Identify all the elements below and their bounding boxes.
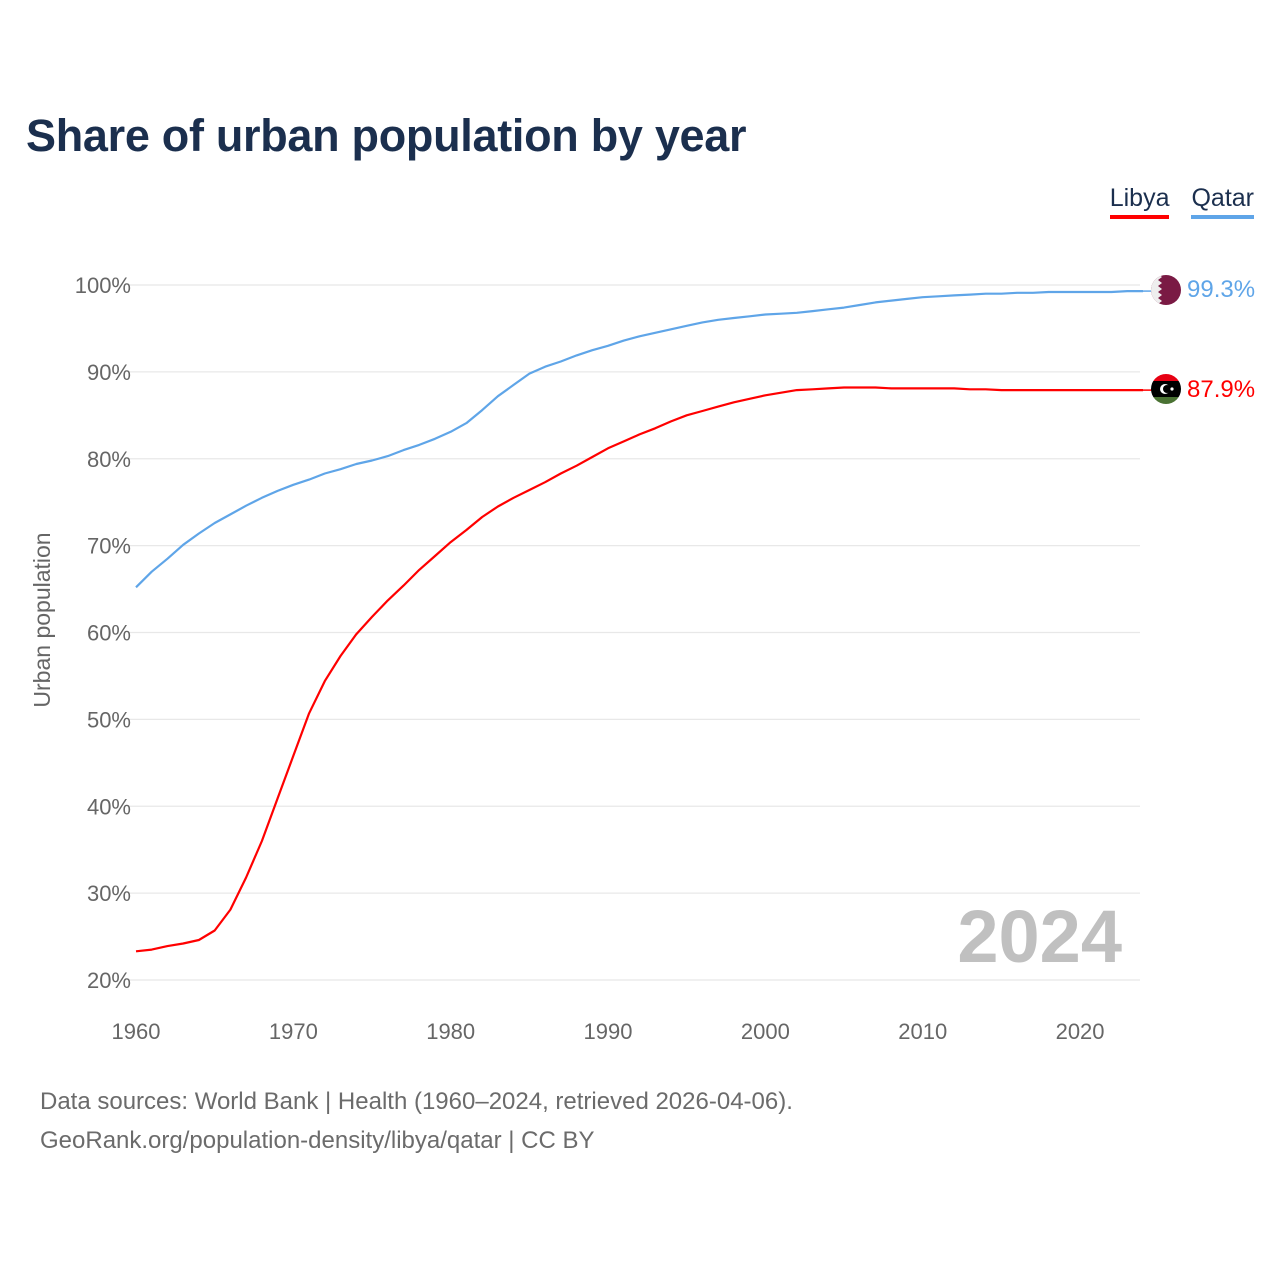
- y-tick-label: 50%: [87, 707, 131, 732]
- legend-item-qatar[interactable]: Qatar: [1191, 184, 1254, 219]
- chart-title: Share of urban population by year: [26, 110, 747, 161]
- year-annotation: 2024: [957, 895, 1122, 978]
- libya-flag-icon: [1151, 374, 1181, 404]
- y-tick-label: 20%: [87, 968, 131, 993]
- y-tick-label: 30%: [87, 881, 131, 906]
- gridlines: [128, 284, 1140, 981]
- credit-link[interactable]: GeoRank.org/population-density/libya/qat…: [40, 1127, 595, 1154]
- qatar-end-value: 99.3%: [1187, 276, 1255, 303]
- x-tick-label: 1980: [426, 1019, 475, 1044]
- x-tick-label: 1990: [584, 1019, 633, 1044]
- series-line-libya: [135, 386, 1143, 953]
- x-tick-label: 2010: [898, 1019, 947, 1044]
- y-tick-label: 40%: [87, 794, 131, 819]
- x-tick-labels: 1960 1970 1980 1990 2000 2010 2020: [112, 1019, 1105, 1044]
- y-tick-label: 80%: [87, 447, 131, 472]
- x-tick-label: 2000: [741, 1019, 790, 1044]
- x-tick-label: 1960: [112, 1019, 161, 1044]
- data-sources: Data sources: World Bank | Health (1960–…: [40, 1088, 793, 1115]
- x-tick-label: 2020: [1056, 1019, 1105, 1044]
- y-tick-label: 60%: [87, 621, 131, 646]
- y-axis-label: Urban population: [29, 532, 55, 707]
- series-line-qatar: [135, 290, 1143, 589]
- legend-item-libya[interactable]: Libya: [1109, 184, 1170, 219]
- y-tick-label: 70%: [87, 534, 131, 559]
- qatar-flag-icon: [1151, 275, 1181, 305]
- series-lines: [135, 290, 1152, 953]
- legend: Libya Qatar: [1109, 184, 1254, 219]
- y-tick-labels: 20% 30% 40% 50% 60% 70% 80% 90% 100%: [75, 273, 131, 993]
- libya-end-value: 87.9%: [1187, 376, 1255, 403]
- y-tick-label: 90%: [87, 360, 131, 385]
- y-tick-label: 100%: [75, 273, 131, 298]
- x-tick-label: 1970: [269, 1019, 318, 1044]
